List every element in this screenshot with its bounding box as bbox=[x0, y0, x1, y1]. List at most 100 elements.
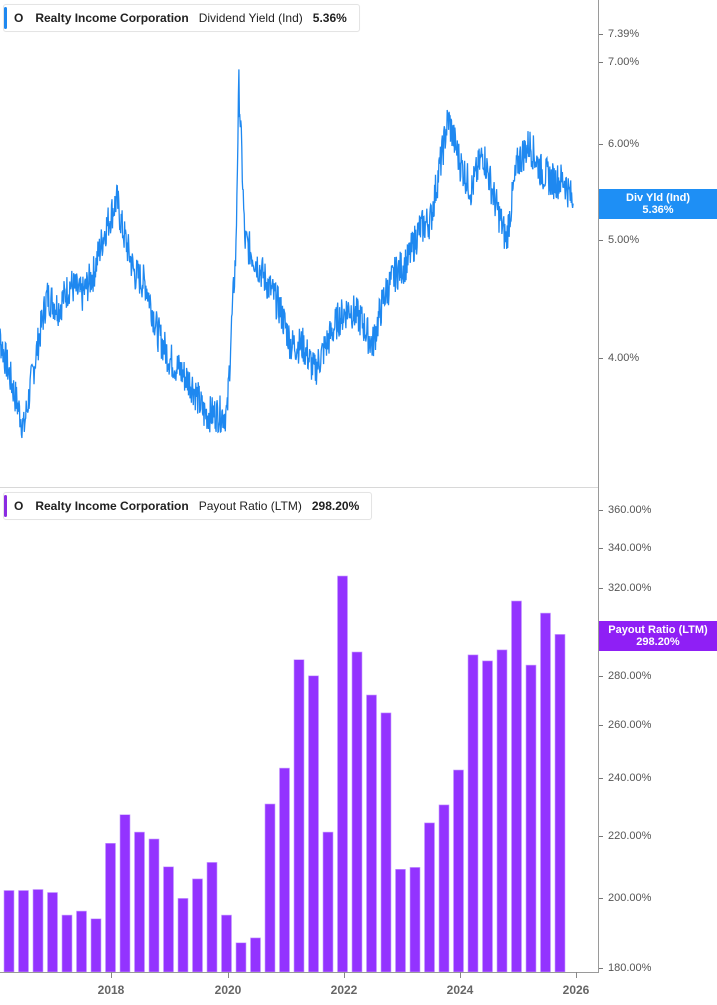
tick-mark bbox=[599, 724, 603, 726]
payout-bar[interactable] bbox=[90, 918, 102, 973]
payout-bar[interactable] bbox=[76, 910, 87, 973]
tick-text: 220.00% bbox=[608, 830, 652, 842]
payout-bar[interactable] bbox=[366, 694, 377, 973]
payout-bar[interactable] bbox=[424, 822, 435, 973]
payout-bar[interactable] bbox=[3, 890, 15, 973]
x-tick-label: 2022 bbox=[330, 983, 358, 997]
tick-text: 240.00% bbox=[608, 772, 652, 784]
payout-bar[interactable] bbox=[322, 831, 334, 973]
tick-mark bbox=[599, 509, 603, 511]
tick-text: 6.00% bbox=[608, 138, 640, 150]
payout-bar[interactable] bbox=[192, 878, 203, 973]
payout-bar[interactable] bbox=[148, 838, 160, 973]
y-tick-label: 180.00% bbox=[599, 961, 651, 975]
y-tick-label: 4.00% bbox=[599, 351, 639, 365]
payout-bar[interactable] bbox=[177, 898, 189, 973]
x-tick-label: 2024 bbox=[446, 983, 474, 997]
y-tick-label: 340.00% bbox=[599, 541, 651, 555]
payout-bar[interactable] bbox=[554, 634, 566, 973]
payout-bar[interactable] bbox=[61, 914, 73, 973]
payout-bar[interactable] bbox=[453, 769, 464, 973]
payout-bar[interactable] bbox=[18, 890, 29, 973]
payout-bar[interactable] bbox=[496, 649, 508, 973]
payout-bar[interactable] bbox=[235, 942, 247, 973]
payout-bar[interactable] bbox=[351, 651, 363, 973]
x-tick-mark bbox=[111, 972, 112, 978]
tick-mark bbox=[599, 777, 603, 779]
payout-bar[interactable] bbox=[525, 664, 537, 973]
tick-text: 340.00% bbox=[608, 542, 652, 554]
payout-bar[interactable] bbox=[250, 937, 261, 973]
current-value-flag: Payout Ratio (LTM) 298.20% bbox=[599, 621, 717, 651]
tick-mark bbox=[599, 61, 603, 63]
legend-company: Realty Income Corporation bbox=[35, 499, 189, 513]
payout-bar[interactable] bbox=[409, 867, 421, 973]
payout-bar[interactable] bbox=[264, 803, 276, 973]
payout-bar[interactable] bbox=[482, 660, 493, 973]
dividend-yield-line-chart[interactable] bbox=[0, 0, 598, 487]
tick-text: 5.00% bbox=[608, 234, 640, 246]
legend-value: 5.36% bbox=[312, 11, 347, 25]
tick-text: 260.00% bbox=[608, 719, 652, 731]
tick-mark bbox=[599, 967, 603, 969]
tick-text: 200.00% bbox=[608, 892, 652, 904]
y-tick-label: 5.00% bbox=[599, 233, 639, 247]
y-tick-label: 200.00% bbox=[599, 891, 651, 905]
panel-divider[interactable] bbox=[0, 487, 598, 488]
dividend-yield-line bbox=[0, 69, 574, 439]
tick-mark bbox=[599, 897, 603, 899]
dividend-yield-panel: O Realty Income Corporation Dividend Yie… bbox=[0, 0, 717, 487]
payout-ratio-bar-chart[interactable] bbox=[0, 0, 598, 1005]
tick-text: 280.00% bbox=[608, 670, 652, 682]
payout-bar[interactable] bbox=[47, 892, 58, 973]
y-tick-label: 320.00% bbox=[599, 581, 651, 595]
payout-bar[interactable] bbox=[206, 862, 218, 973]
payout-bar[interactable] bbox=[32, 889, 44, 973]
payout-bar[interactable] bbox=[163, 866, 174, 973]
payout-bar[interactable] bbox=[467, 654, 479, 973]
payout-ratio-legend[interactable]: O Realty Income Corporation Payout Ratio… bbox=[3, 492, 373, 520]
tick-text: 7.39% bbox=[608, 28, 640, 40]
tick-mark bbox=[599, 547, 603, 549]
payout-bar[interactable] bbox=[395, 868, 406, 973]
legend-ticker: O bbox=[14, 11, 24, 25]
flag-label: Div Yld (Ind) bbox=[626, 192, 690, 204]
x-tick-mark bbox=[460, 972, 461, 978]
flag-value: 298.20% bbox=[636, 636, 680, 648]
payout-bar[interactable] bbox=[119, 814, 131, 973]
tick-mark bbox=[599, 587, 603, 589]
x-tick-mark bbox=[228, 972, 229, 978]
payout-bar[interactable] bbox=[221, 914, 232, 973]
payout-bar[interactable] bbox=[337, 575, 348, 973]
y-axis-line bbox=[598, 0, 599, 487]
payout-bar[interactable] bbox=[511, 600, 522, 973]
payout-bar[interactable] bbox=[105, 842, 116, 973]
payout-bar[interactable] bbox=[134, 831, 145, 973]
x-tick-mark bbox=[576, 972, 577, 978]
tick-mark bbox=[599, 143, 603, 145]
payout-bar[interactable] bbox=[540, 612, 551, 973]
x-tick-label: 2026 bbox=[562, 983, 590, 997]
tick-mark bbox=[599, 357, 603, 359]
tick-mark bbox=[599, 33, 603, 35]
x-tick-label: 2020 bbox=[214, 983, 242, 997]
payout-bar[interactable] bbox=[438, 804, 450, 973]
payout-bar[interactable] bbox=[293, 659, 305, 973]
tick-text: 360.00% bbox=[608, 504, 652, 516]
legend-ticker: O bbox=[14, 499, 24, 513]
y-tick-label: 360.00% bbox=[599, 503, 651, 517]
y-tick-label: 260.00% bbox=[599, 718, 651, 732]
series-color-swatch bbox=[4, 495, 7, 517]
payout-bar[interactable] bbox=[380, 712, 392, 973]
payout-bar[interactable] bbox=[308, 675, 319, 973]
y-tick-label: 7.39% bbox=[599, 27, 639, 41]
payout-bar[interactable] bbox=[279, 767, 290, 973]
x-axis-line bbox=[0, 972, 599, 973]
tick-mark bbox=[599, 675, 603, 677]
dividend-yield-legend[interactable]: O Realty Income Corporation Dividend Yie… bbox=[3, 4, 360, 32]
y-tick-label: 240.00% bbox=[599, 771, 651, 785]
legend-metric: Dividend Yield (Ind) bbox=[198, 11, 303, 25]
tick-text: 320.00% bbox=[608, 582, 652, 594]
y-tick-label: 220.00% bbox=[599, 829, 651, 843]
